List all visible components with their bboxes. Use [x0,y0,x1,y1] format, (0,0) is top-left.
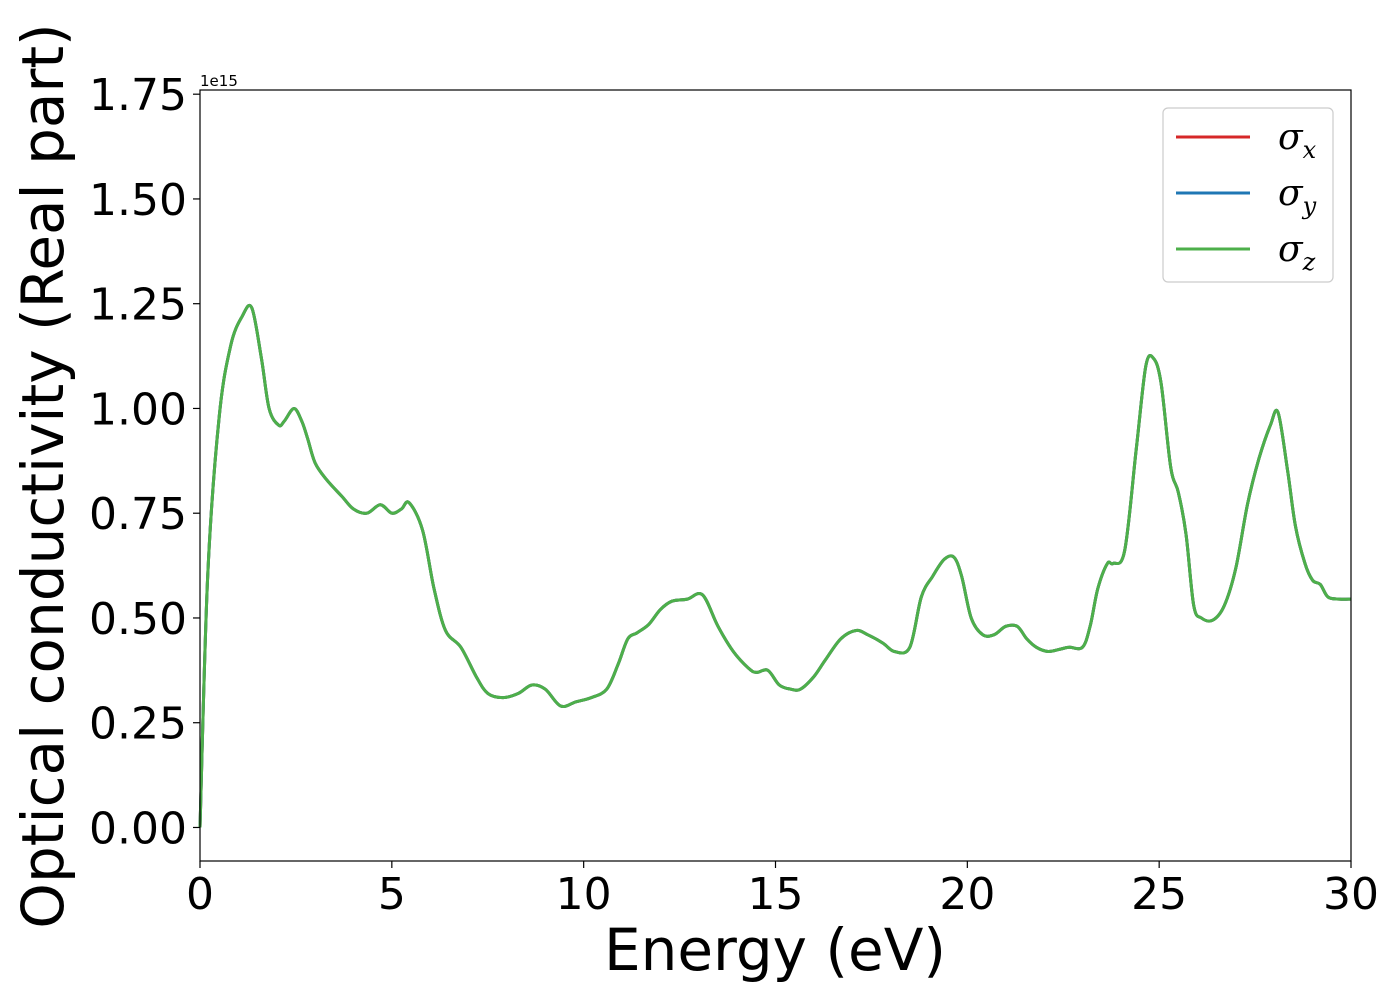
y-tick-label: 0.25 [89,699,187,750]
legend-label-symbol: σ [1278,229,1304,270]
legend-label-symbol: σ [1278,117,1304,158]
y-axis: 0.00 0.25 0.50 0.75 1.00 1.25 1.50 1.75 [89,70,200,854]
legend-label-subscript: x [1303,136,1317,164]
x-tick-label: 30 [1323,869,1379,920]
series-line-sigma-z [198,303,1352,828]
y-tick-label: 0.75 [89,489,187,540]
y-offset-text: 1e15 [200,72,238,90]
x-tick-label: 0 [186,869,214,920]
legend-label-symbol: σ [1278,173,1304,214]
x-axis-title: Energy (eV) [604,916,946,984]
y-tick-label: 0.00 [89,803,187,854]
x-axis: 0 5 10 15 20 25 30 [186,861,1379,920]
x-tick-label: 5 [378,869,406,920]
y-tick-label: 1.00 [89,384,187,435]
y-tick-label: 0.50 [89,594,187,645]
y-tick-label: 1.75 [89,70,187,121]
legend-label-sigma-y: σy [1278,173,1317,220]
series-layer [198,303,1352,828]
y-axis-title: Optical conductivity (Real part) [9,23,77,928]
x-tick-label: 10 [556,869,612,920]
legend-label-sigma-x: σx [1278,117,1317,164]
legend-box [1162,107,1334,283]
legend-label-subscript: z [1302,248,1316,276]
x-tick-label: 25 [1131,869,1187,920]
y-tick-label: 1.50 [89,175,187,226]
legend-label-sigma-z: σz [1278,229,1316,276]
y-tick-label: 1.25 [89,280,187,331]
x-tick-label: 20 [939,869,995,920]
x-tick-label: 15 [748,869,804,920]
legend-label-subscript: y [1302,192,1317,220]
